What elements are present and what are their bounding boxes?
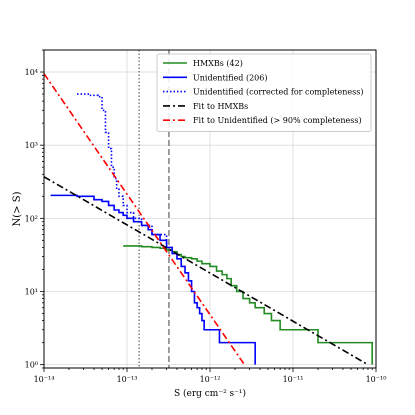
legend-box — [156, 53, 372, 132]
series-line-fit-to-hmxbs — [43, 176, 369, 366]
y-tick-label: 10¹ — [25, 287, 38, 296]
x-tick-label: 10⁻¹⁰ — [366, 375, 387, 384]
x-tick-label: 10⁻¹² — [200, 375, 221, 384]
x-tick-label: 10⁻¹⁴ — [34, 375, 55, 384]
series-line-fit-to-unidentified-90-completeness — [43, 73, 246, 366]
x-tick-label: 10⁻¹³ — [117, 375, 138, 384]
series-layer — [43, 73, 374, 366]
x-tick-label: 10⁻¹¹ — [283, 375, 304, 384]
x-axis-ticks: 10⁻¹⁴ 10⁻¹³ 10⁻¹² 10⁻¹¹ 10⁻¹⁰ — [34, 368, 387, 384]
y-tick-label: 10⁰ — [25, 361, 38, 370]
legend-label: Fit to Unidentified (> 90% completeness) — [193, 116, 362, 125]
threshold-lines — [138, 50, 170, 368]
legend-label: Fit to HMXBs — [193, 102, 248, 111]
legend-label: Unidentified (corrected for completeness… — [193, 88, 363, 97]
legend-label: Unidentified (206) — [193, 73, 267, 82]
y-tick-label: 10³ — [25, 141, 38, 150]
y-tick-label: 10² — [25, 214, 38, 223]
series-line-hmxbs-42 — [123, 245, 374, 365]
legend-label: HMXBs (42) — [193, 59, 243, 68]
series-line-unidentified-206 — [50, 194, 256, 365]
series-line-unidentified-corrected-for-completeness — [77, 93, 168, 248]
y-tick-label: 10⁴ — [25, 68, 38, 77]
y-axis-label: N(> S) — [12, 191, 23, 226]
legend: HMXBs (42) Unidentified (206) Unidentified… — [156, 53, 372, 132]
x-axis-label: S (erg cm⁻² s⁻¹) — [174, 388, 246, 399]
y-axis-ticks: 10⁰ 10¹ 10² 10³ 10⁴ — [25, 49, 44, 370]
